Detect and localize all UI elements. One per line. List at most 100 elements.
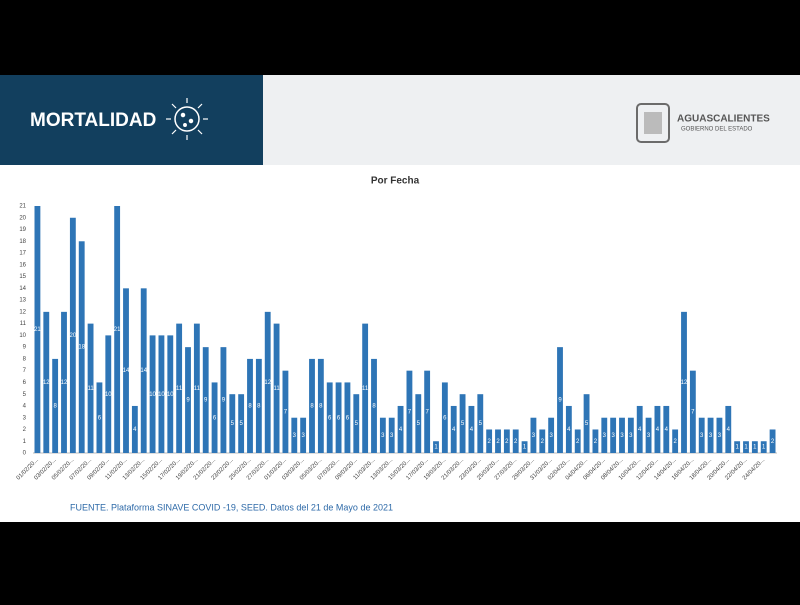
value-label: 5	[461, 421, 465, 427]
bar	[167, 335, 174, 453]
y-tick-label: 19	[19, 227, 26, 233]
value-label: 2	[514, 439, 518, 445]
bar	[353, 394, 360, 453]
bar	[672, 429, 679, 453]
bar	[185, 347, 191, 453]
value-label: 10	[149, 392, 156, 398]
bar	[441, 382, 448, 453]
bar	[255, 358, 262, 453]
header-band	[263, 75, 800, 165]
value-label: 4	[567, 427, 571, 433]
value-label: 11	[176, 386, 183, 392]
value-label: 6	[346, 415, 350, 421]
value-label: 4	[638, 427, 642, 433]
bar	[123, 288, 129, 453]
y-tick-label: 0	[23, 451, 27, 457]
bar	[220, 347, 227, 453]
footer-source: FUENTE. Plataforma SINAVE COVID -19, SEE…	[70, 502, 393, 512]
bar	[326, 382, 333, 453]
bar	[282, 370, 289, 453]
y-tick-label: 8	[23, 356, 27, 362]
y-tick-label: 21	[19, 204, 26, 210]
value-label: 2	[487, 439, 491, 445]
value-label: 3	[532, 433, 536, 439]
value-label: 5	[417, 421, 421, 427]
y-tick-label: 6	[23, 380, 27, 386]
bar	[158, 335, 165, 453]
bar	[43, 311, 50, 453]
bar	[654, 405, 661, 453]
bar	[716, 417, 723, 453]
chart-title: Por Fecha	[371, 176, 420, 187]
value-label: 3	[381, 433, 385, 439]
value-label: 3	[611, 433, 615, 439]
bar	[34, 206, 41, 453]
virus-icon	[166, 98, 208, 140]
value-label: 3	[620, 433, 624, 439]
y-tick-label: 17	[19, 251, 26, 257]
bar	[601, 417, 608, 453]
value-label: 10	[105, 392, 112, 398]
bar	[362, 323, 369, 453]
bar	[734, 441, 741, 453]
bar	[397, 405, 404, 453]
bar	[229, 394, 236, 453]
value-label: 4	[727, 427, 731, 433]
logo-name: AGUASCALIENTES	[677, 114, 770, 125]
value-label: 3	[629, 433, 633, 439]
bar	[371, 358, 377, 453]
value-label: 6	[443, 415, 447, 421]
value-label: 21	[34, 327, 41, 333]
bar	[743, 441, 749, 453]
value-label: 4	[665, 427, 669, 433]
value-label: 1	[434, 445, 438, 451]
y-tick-label: 20	[19, 215, 26, 221]
bar	[636, 405, 643, 453]
value-label: 11	[273, 386, 280, 392]
bar	[78, 241, 85, 453]
value-label: 3	[549, 433, 553, 439]
value-label: 4	[470, 427, 474, 433]
bar	[424, 370, 431, 453]
bar	[707, 417, 714, 453]
value-label: 1	[523, 445, 527, 451]
y-tick-label: 15	[19, 274, 26, 280]
value-label: 8	[257, 404, 261, 410]
value-label: 4	[656, 427, 660, 433]
value-label: 6	[328, 415, 332, 421]
value-label: 2	[496, 439, 500, 445]
value-label: 9	[222, 398, 226, 404]
y-tick-label: 10	[19, 333, 26, 339]
value-label: 8	[372, 404, 376, 410]
bar	[114, 206, 121, 453]
bar	[619, 417, 625, 453]
value-label: 3	[301, 433, 305, 439]
value-label: 5	[231, 421, 235, 427]
value-label: 14	[123, 368, 130, 374]
header-title: MORTALIDAD	[30, 110, 156, 131]
value-label: 11	[87, 386, 94, 392]
bar	[131, 405, 138, 453]
bar	[52, 358, 59, 453]
y-tick-label: 5	[23, 392, 27, 398]
value-label: 8	[53, 404, 57, 410]
value-label: 9	[186, 398, 190, 404]
bar	[627, 417, 634, 453]
value-label: 8	[248, 404, 252, 410]
bar	[583, 394, 590, 453]
value-label: 1	[762, 445, 766, 451]
value-label: 21	[114, 327, 121, 333]
bar	[344, 382, 351, 453]
bar	[698, 417, 705, 453]
value-label: 3	[293, 433, 297, 439]
bar	[610, 417, 617, 453]
value-label: 12	[61, 380, 68, 386]
value-label: 12	[681, 380, 688, 386]
bar	[264, 311, 271, 453]
bar	[388, 417, 395, 453]
bar	[300, 417, 307, 453]
value-label: 7	[408, 409, 412, 415]
value-label: 9	[204, 398, 208, 404]
y-tick-label: 4	[23, 404, 27, 410]
